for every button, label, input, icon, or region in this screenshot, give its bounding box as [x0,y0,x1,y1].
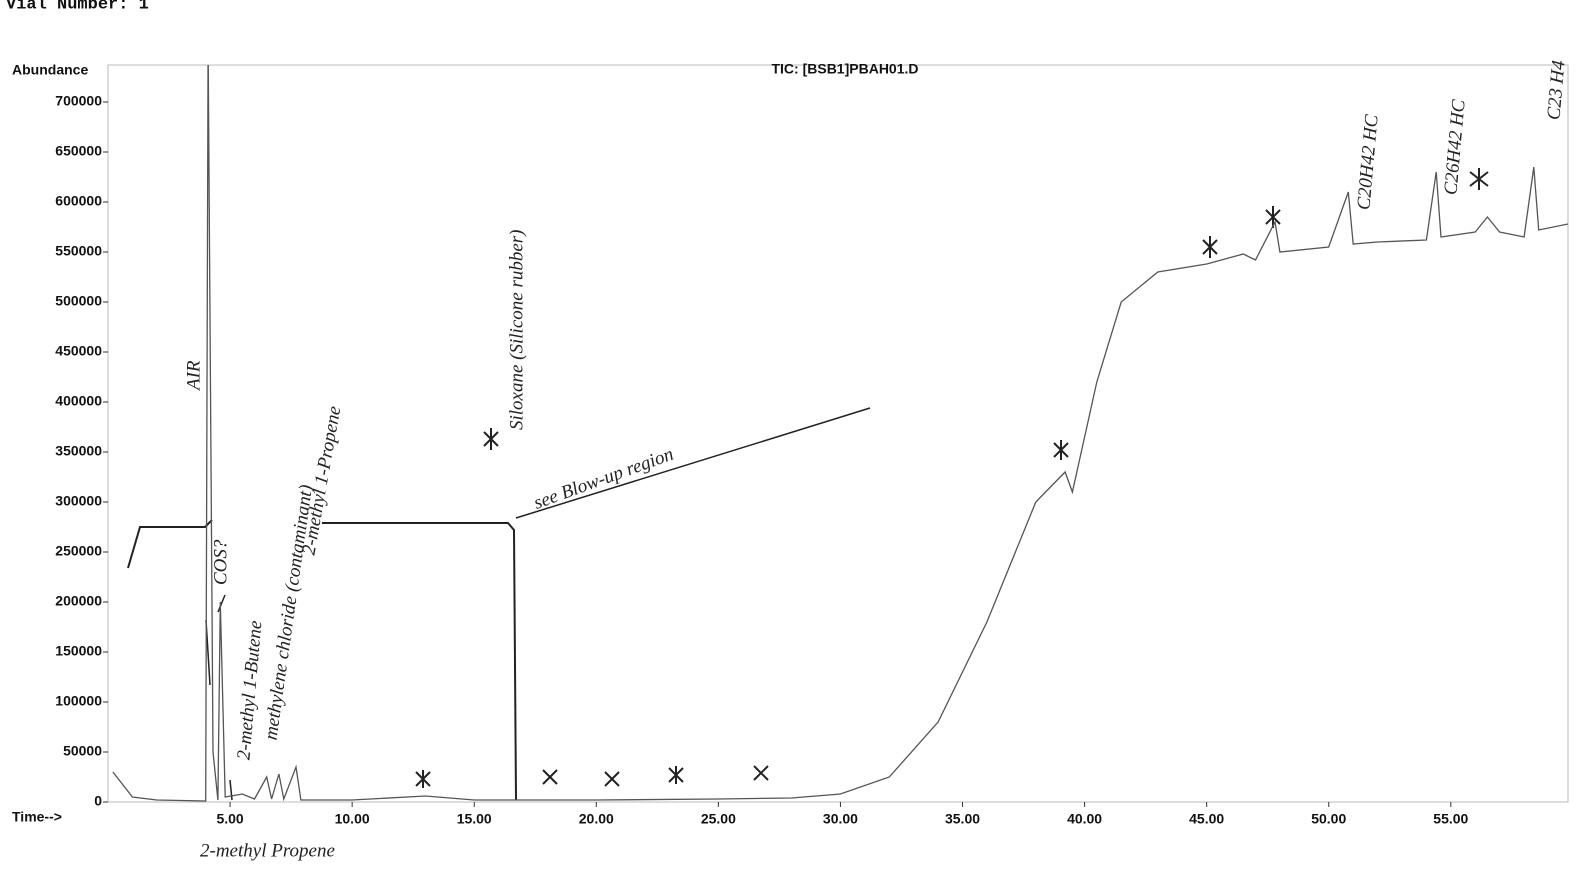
annotation: Siloxane (Silicone rubber) [506,229,527,430]
x-tick-label: 40.00 [1067,811,1102,827]
vial-number: Vial Number: 1 [6,0,149,14]
x-tick-label: 5.00 [216,811,243,827]
chart: Vial Number: 1 Abundance TIC: [BSB1]PBAH… [0,0,1591,871]
x-tick-label: 35.00 [945,811,980,827]
x-tick-label: 30.00 [823,811,858,827]
annotation: see Blow-up region [531,444,676,514]
x-tick-label: 45.00 [1189,811,1224,827]
y-tick-label: 450000 [55,343,102,359]
x-tick-label: 25.00 [701,811,736,827]
y-tick-label: 150000 [55,643,102,659]
annotation: 2-methyl 1-Butene [233,620,266,761]
y-tick-label: 200000 [55,593,102,609]
y-tick-label: 350000 [55,443,102,459]
x-axis-label: Time--> [12,809,62,825]
y-tick-label: 400000 [55,393,102,409]
y-axis-label: Abundance [12,62,88,78]
annotation: 2-methyl Propene [200,840,335,861]
y-tick-label: 650000 [55,143,102,159]
y-tick-label: 550000 [55,243,102,259]
y-tick-label: 600000 [55,193,102,209]
annotation: C23 H4 [1543,59,1569,121]
annotation: 2-methyl 1-Propene [299,405,346,557]
annotation: C26H42 HC [1440,98,1469,195]
hand-stroke [206,408,870,800]
annotation: AIR [183,360,204,392]
x-tick-label: 10.00 [335,811,370,827]
y-tick-label: 0 [94,793,102,809]
x-tick-label: 55.00 [1433,811,1468,827]
chart-title: TIC: [BSB1]PBAH01.D [771,61,918,77]
y-tick-label: 100000 [55,693,102,709]
y-tick-label: 700000 [55,93,102,109]
y-tick-label: 500000 [55,293,102,309]
x-tick-label: 15.00 [457,811,492,827]
annotation: C20H42 HC [1353,113,1382,210]
page: Vial Number: 1 Abundance TIC: [BSB1]PBAH… [0,0,1591,871]
x-tick-label: 50.00 [1311,811,1346,827]
y-tick-label: 300000 [55,493,102,509]
annotation: COS? [210,539,231,585]
bracket [128,520,516,800]
x-tick-label: 20.00 [579,811,614,827]
y-tick-label: 50000 [63,743,102,759]
y-tick-label: 250000 [55,543,102,559]
